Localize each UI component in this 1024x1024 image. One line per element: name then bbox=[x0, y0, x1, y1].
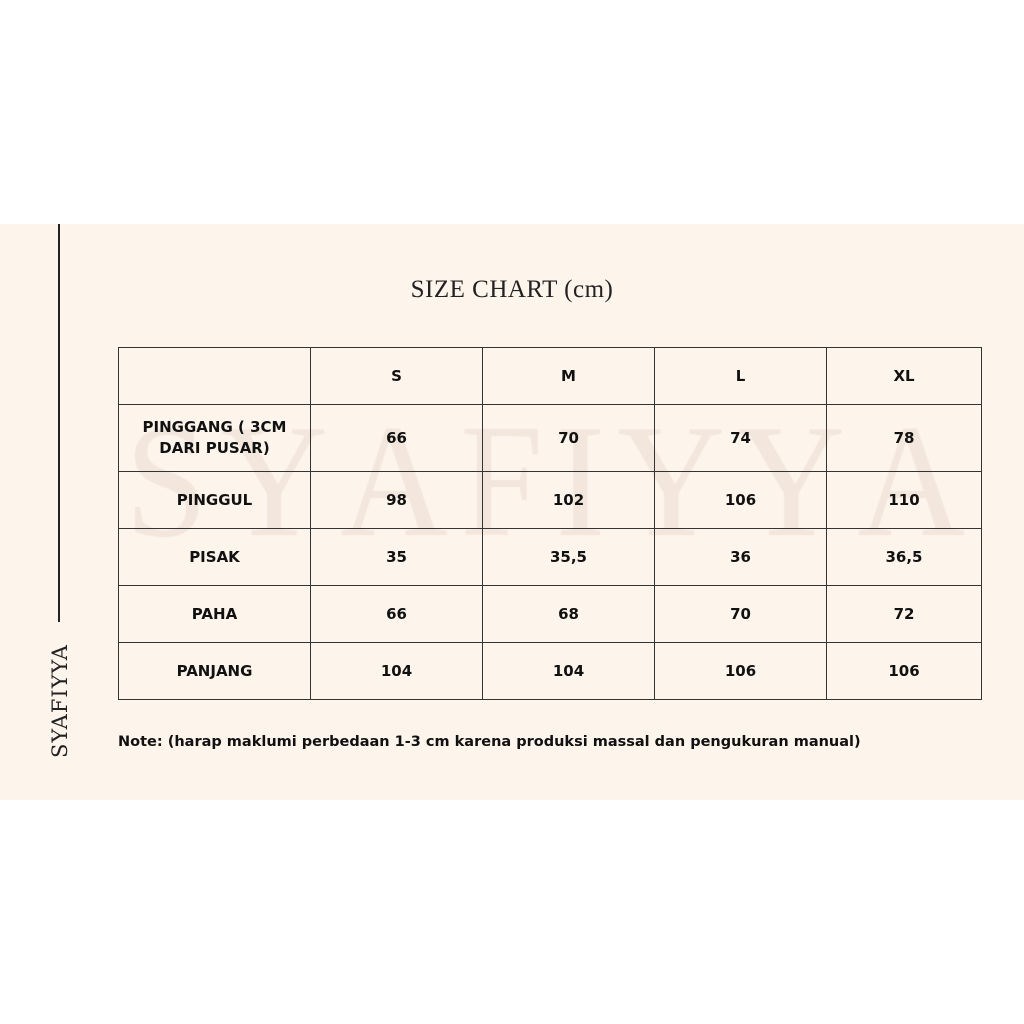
table-row: PISAK 35 35,5 36 36,5 bbox=[118, 528, 982, 586]
table-cell: 68 bbox=[482, 585, 655, 643]
table-cell: 102 bbox=[482, 471, 655, 529]
row-label: PINGGUL bbox=[118, 471, 311, 529]
table-cell: 74 bbox=[654, 404, 827, 472]
table-cell: 106 bbox=[826, 642, 982, 700]
table-cell: 72 bbox=[826, 585, 982, 643]
table-cell: 78 bbox=[826, 404, 982, 472]
table-cell: 98 bbox=[310, 471, 483, 529]
table-cell: 104 bbox=[310, 642, 483, 700]
table-cell: 36 bbox=[654, 528, 827, 586]
table-row: PANJANG 104 104 106 106 bbox=[118, 642, 982, 700]
row-label: PINGGANG ( 3CM DARI PUSAR) bbox=[118, 404, 311, 472]
brand-logo-text: SYAFIYYA bbox=[48, 644, 72, 758]
table-cell: 35,5 bbox=[482, 528, 655, 586]
header-cell bbox=[118, 347, 311, 405]
table-row: PINGGANG ( 3CM DARI PUSAR) 66 70 74 78 bbox=[118, 404, 982, 472]
size-table: S M L XL PINGGANG ( 3CM DARI PUSAR) 66 7… bbox=[118, 347, 982, 700]
table-cell: 35 bbox=[310, 528, 483, 586]
table-cell: 66 bbox=[310, 404, 483, 472]
table-cell: 106 bbox=[654, 642, 827, 700]
table-row: PAHA 66 68 70 72 bbox=[118, 585, 982, 643]
table-cell: 70 bbox=[654, 585, 827, 643]
table-header-row: S M L XL bbox=[118, 347, 982, 405]
decorative-divider bbox=[58, 224, 60, 622]
header-cell: L bbox=[654, 347, 827, 405]
page-title: SIZE CHART (cm) bbox=[410, 276, 614, 303]
row-label: PAHA bbox=[118, 585, 311, 643]
row-label: PANJANG bbox=[118, 642, 311, 700]
table-row: PINGGUL 98 102 106 110 bbox=[118, 471, 982, 529]
table-cell: 106 bbox=[654, 471, 827, 529]
header-cell: S bbox=[310, 347, 483, 405]
table-cell: 70 bbox=[482, 404, 655, 472]
table-cell: 36,5 bbox=[826, 528, 982, 586]
row-label: PISAK bbox=[118, 528, 311, 586]
header-cell: XL bbox=[826, 347, 982, 405]
table-cell: 104 bbox=[482, 642, 655, 700]
measurement-note: Note: (harap maklumi perbedaan 1-3 cm ka… bbox=[118, 734, 861, 750]
header-cell: M bbox=[482, 347, 655, 405]
table-cell: 66 bbox=[310, 585, 483, 643]
table-cell: 110 bbox=[826, 471, 982, 529]
